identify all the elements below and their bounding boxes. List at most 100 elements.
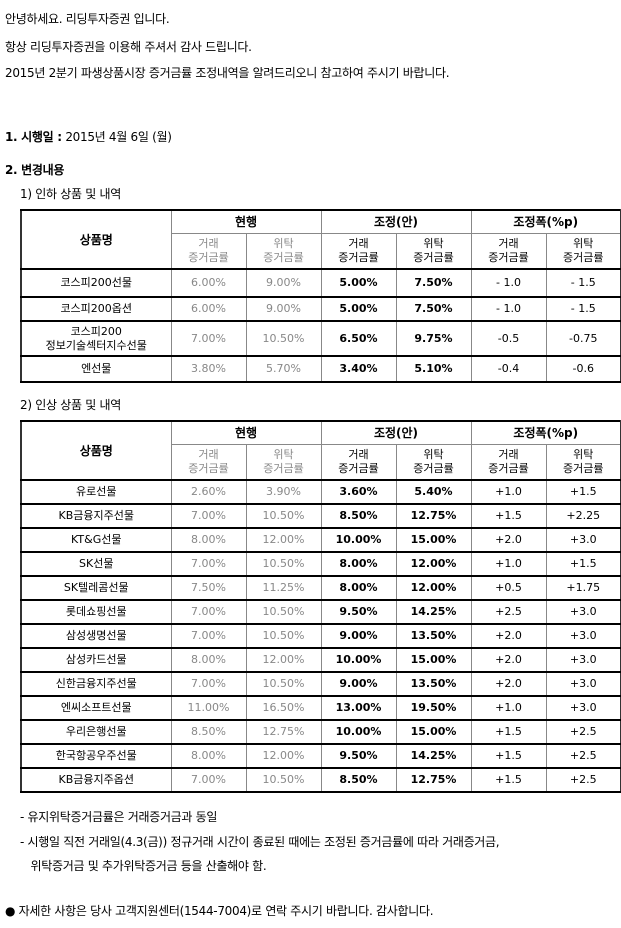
cell-adjusted-consign: 12.75% xyxy=(395,767,472,793)
cell-current-trade: 7.00% xyxy=(170,551,247,577)
cell-adjusted-trade: 8.50% xyxy=(320,767,397,793)
cell-current-trade: 7.50% xyxy=(170,575,247,601)
table-row: 신한금융지주선물 7.00% 10.50% 9.00% 13.50% +2.0 +3.0 xyxy=(20,671,621,697)
cell-product: 신한금융지주선물 xyxy=(20,671,172,697)
cell-adjusted-consign: 5.40% xyxy=(395,479,472,505)
cell-current-trade: 8.50% xyxy=(170,719,247,745)
header-product: 상품명 xyxy=(20,209,172,270)
cell-product: 코스피200옵션 xyxy=(20,296,172,322)
cell-adjusted-trade: 6.50% xyxy=(320,320,397,357)
cell-product: 삼성생명선물 xyxy=(20,623,172,649)
cell-current-consign: 10.50% xyxy=(245,503,322,529)
cell-adjusted-trade: 8.50% xyxy=(320,503,397,529)
header-current: 현행 xyxy=(170,209,322,234)
note: 위탁증거금 및 추가위탁증거금 등을 산출해야 함. xyxy=(20,859,267,873)
cell-adjusted-consign: 7.50% xyxy=(395,296,472,322)
cell-delta-trade: - 1.0 xyxy=(470,268,547,298)
cell-delta-consign: +3.0 xyxy=(545,599,621,625)
cell-current-trade: 7.00% xyxy=(170,671,247,697)
cell-delta-consign: - 1.5 xyxy=(545,268,621,298)
cell-adjusted-consign: 14.25% xyxy=(395,743,472,769)
cell-adjusted-trade: 5.00% xyxy=(320,268,397,298)
cell-delta-consign: +1.5 xyxy=(545,479,621,505)
cell-current-trade: 6.00% xyxy=(170,296,247,322)
cell-adjusted-consign: 9.75% xyxy=(395,320,472,357)
cell-delta-consign: +3.0 xyxy=(545,647,621,673)
header-adjusted: 조정(안) xyxy=(320,209,472,234)
cell-current-consign: 10.50% xyxy=(245,599,322,625)
cell-adjusted-trade: 8.00% xyxy=(320,551,397,577)
subheader-consign-margin: 위탁 증거금률 xyxy=(245,443,322,481)
header-current: 현행 xyxy=(170,420,322,445)
cell-adjusted-trade: 10.00% xyxy=(320,647,397,673)
decrease-table: 상품명 현행 조정(안) 조정폭(%p) 거래 증거금률 위탁 증거금률 거래 증거금률 위탁… xyxy=(20,209,621,383)
intro-line: 항상 리딩투자증권을 이용해 주셔서 감사 드립니다. xyxy=(5,40,252,54)
cell-adjusted-consign: 12.00% xyxy=(395,551,472,577)
cell-delta-trade: +1.0 xyxy=(470,695,547,721)
cell-delta-trade: +2.0 xyxy=(470,623,547,649)
cell-delta-trade: +0.5 xyxy=(470,575,547,601)
subheader-consign-margin: 위탁 증거금률 xyxy=(245,232,322,270)
cell-current-trade: 11.00% xyxy=(170,695,247,721)
cell-delta-trade: +1.5 xyxy=(470,503,547,529)
cell-delta-trade: +2.0 xyxy=(470,647,547,673)
cell-current-trade: 2.60% xyxy=(170,479,247,505)
cell-product: 우리은행선물 xyxy=(20,719,172,745)
cell-current-trade: 8.00% xyxy=(170,647,247,673)
table-row: 코스피200옵션 6.00% 9.00% 5.00% 7.50% - 1.0- 1.5 xyxy=(20,296,621,322)
subheader-consign-margin: 위탁 증거금률 xyxy=(545,443,621,481)
cell-delta-trade: +2.0 xyxy=(470,671,547,697)
cell-product: 엔선물 xyxy=(20,355,172,383)
cell-current-trade: 7.00% xyxy=(170,503,247,529)
table-row: 엔선물 3.80% 5.70% 3.40% 5.10% -0.4 -0.6 xyxy=(20,355,621,383)
effective-date-value: 2015년 4월 6일 (월) xyxy=(65,130,172,144)
table-row: KB금융지주옵션 7.00% 10.50% 8.50% 12.75% +1.5 +2.5 xyxy=(20,767,621,793)
effective-date: 1. 시행일 : 2015년 4월 6일 (월) xyxy=(5,128,172,145)
cell-adjusted-trade: 9.00% xyxy=(320,623,397,649)
cell-product: 롯데쇼핑선물 xyxy=(20,599,172,625)
cell-adjusted-consign: 13.50% xyxy=(395,623,472,649)
subheader-trade-margin: 거래 증거금률 xyxy=(320,232,397,270)
cell-adjusted-consign: 5.10% xyxy=(395,355,472,383)
cell-product: KB금융지주옵션 xyxy=(20,767,172,793)
table-row: 삼성카드선물 8.00% 12.00% 10.00% 15.00% +2.0 +3.0 xyxy=(20,647,621,673)
cell-current-consign: 11.25% xyxy=(245,575,322,601)
subheader-consign-margin: 위탁 증거금률 xyxy=(395,232,472,270)
cell-current-trade: 6.00% xyxy=(170,268,247,298)
cell-adjusted-trade: 9.00% xyxy=(320,671,397,697)
cell-delta-consign: +2.5 xyxy=(545,767,621,793)
table1-title: 1) 인하 상품 및 내역 xyxy=(20,187,121,201)
cell-current-consign: 10.50% xyxy=(245,320,322,357)
cell-delta-trade: +2.5 xyxy=(470,599,547,625)
cell-current-trade: 7.00% xyxy=(170,320,247,357)
header-delta: 조정폭(%p) xyxy=(470,420,621,445)
table-row: 코스피200선물 6.00% 9.00% 5.00% 7.50% - 1.0- 1.5 xyxy=(20,268,621,298)
cell-product: 유로선물 xyxy=(20,479,172,505)
header-delta: 조정폭(%p) xyxy=(470,209,621,234)
cell-current-consign: 12.75% xyxy=(245,719,322,745)
increase-table: 상품명 현행 조정(안) 조정폭(%p) 거래 증거금률 위탁 증거금률 거래 증거금률 위탁… xyxy=(20,420,621,793)
cell-product: KT&G선물 xyxy=(20,527,172,553)
table-row: 유로선물 2.60% 3.90% 3.60% 5.40% +1.0 +1.5 xyxy=(20,479,621,505)
cell-product: SK선물 xyxy=(20,551,172,577)
cell-delta-trade: - 1.0 xyxy=(470,296,547,322)
cell-delta-consign: -0.6 xyxy=(545,355,621,383)
cell-current-consign: 9.00% xyxy=(245,296,322,322)
cell-delta-consign: +2.5 xyxy=(545,743,621,769)
cell-product: 삼성카드선물 xyxy=(20,647,172,673)
cell-delta-consign: - 1.5 xyxy=(545,296,621,322)
cell-adjusted-consign: 7.50% xyxy=(395,268,472,298)
cell-current-consign: 10.50% xyxy=(245,671,322,697)
cell-adjusted-consign: 15.00% xyxy=(395,719,472,745)
subheader-trade-margin: 거래 증거금률 xyxy=(170,232,247,270)
cell-current-trade: 8.00% xyxy=(170,527,247,553)
table-row: 우리은행선물 8.50% 12.75% 10.00% 15.00% +1.5 +2.5 xyxy=(20,719,621,745)
table-row: SK선물 7.00% 10.50% 8.00% 12.00% +1.0 +1.5 xyxy=(20,551,621,577)
cell-delta-consign: +1.5 xyxy=(545,551,621,577)
table-row: 코스피200 정보기술섹터지수선물 7.00% 10.50% 6.50% 9.75% -0… xyxy=(20,320,621,357)
cell-delta-consign: +3.0 xyxy=(545,623,621,649)
cell-delta-trade: +1.0 xyxy=(470,479,547,505)
cell-product: 엔씨소프트선물 xyxy=(20,695,172,721)
cell-adjusted-trade: 10.00% xyxy=(320,719,397,745)
cell-delta-consign: +3.0 xyxy=(545,527,621,553)
